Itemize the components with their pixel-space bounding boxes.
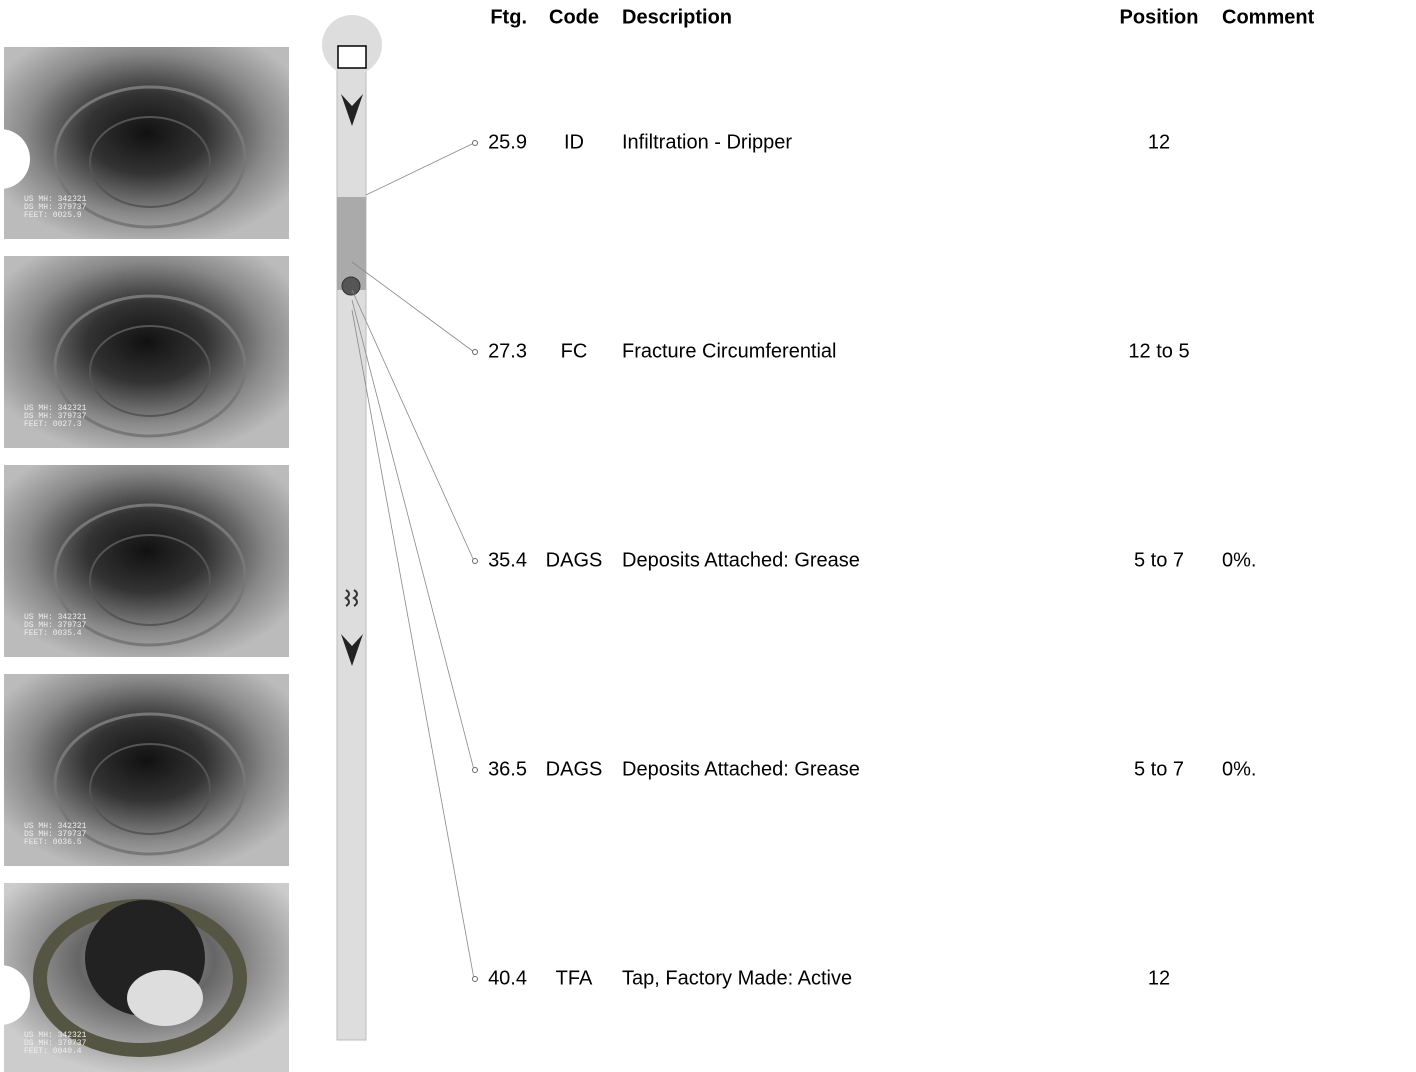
ftg: 27.3	[488, 340, 527, 362]
ftg: 35.4	[488, 549, 527, 571]
leader-dot	[472, 558, 478, 564]
leader-line	[351, 261, 475, 353]
punch-hole	[0, 129, 30, 189]
code: DAGS	[546, 549, 603, 571]
tap-ball	[127, 970, 203, 1026]
photo-caption: DS MH: 379737	[24, 412, 87, 421]
description: Deposits Attached: Grease	[622, 549, 860, 571]
photo-caption: FEET: 0036.5	[24, 838, 82, 847]
leader-line	[351, 289, 475, 562]
code: ID	[564, 131, 584, 153]
code: DAGS	[546, 758, 603, 780]
leader-line	[351, 299, 475, 771]
photo-caption: DS MH: 379737	[24, 203, 87, 212]
header-ftg: Ftg.	[490, 6, 527, 28]
photo-caption: DS MH: 379737	[24, 621, 87, 630]
photo-caption: FEET: 0027.3	[24, 420, 82, 429]
leader-line	[351, 309, 475, 980]
position: 12	[1148, 967, 1170, 989]
table-header: Ftg. Code Description Position Comment	[490, 6, 1314, 28]
pipe-ring	[53, 294, 247, 438]
leader-dot	[472, 349, 478, 355]
ftg: 40.4	[488, 967, 527, 989]
leader-line	[365, 142, 475, 196]
table-rows: 25.9 ID Infiltration - Dripper 12 27.3 FC Frac…	[488, 131, 1256, 989]
description: Deposits Attached: Grease	[622, 758, 860, 780]
description: Infiltration - Dripper	[622, 131, 792, 153]
header-comment: Comment	[1222, 6, 1315, 28]
ftg: 25.9	[488, 131, 527, 153]
leader-dot	[472, 140, 478, 146]
photo-caption: FEET: 0040.4	[24, 1047, 82, 1056]
header-description: Description	[622, 6, 732, 28]
header-position: Position	[1120, 6, 1199, 28]
photo-caption: US MH: 342321	[24, 1031, 87, 1040]
description: Fracture Circumferential	[622, 340, 837, 362]
leader-dot	[472, 767, 478, 773]
comment: 0%.	[1222, 549, 1256, 571]
photo-caption: US MH: 342321	[24, 404, 87, 413]
leader-dot	[472, 976, 478, 982]
comment: 0%.	[1222, 758, 1256, 780]
photo-caption: FEET: 0035.4	[24, 629, 82, 638]
photo-caption: US MH: 342321	[24, 195, 87, 204]
ftg: 36.5	[488, 758, 527, 780]
code: TFA	[556, 967, 593, 989]
pipe-ring	[53, 712, 247, 856]
photo-caption: DS MH: 379737	[24, 1039, 87, 1048]
photo-caption: US MH: 342321	[24, 822, 87, 831]
pipe-ring	[53, 85, 247, 229]
photo-caption: DS MH: 379737	[24, 830, 87, 839]
pipe-ring	[89, 116, 211, 208]
position: 12 to 5	[1128, 340, 1189, 362]
code: FC	[561, 340, 588, 362]
photo-caption: FEET: 0025.9	[24, 211, 82, 220]
pipe-ring	[89, 534, 211, 626]
pipe-ring	[53, 503, 247, 647]
punch-hole	[0, 965, 30, 1025]
header-code: Code	[549, 6, 599, 28]
photo-caption: US MH: 342321	[24, 613, 87, 622]
description: Tap, Factory Made: Active	[622, 967, 852, 989]
position: 5 to 7	[1134, 549, 1184, 571]
pipe-ring	[89, 743, 211, 835]
position: 5 to 7	[1134, 758, 1184, 780]
position: 12	[1148, 131, 1170, 153]
pipe-ring	[89, 325, 211, 417]
pipe	[322, 15, 382, 1041]
leader-lines	[351, 140, 478, 982]
